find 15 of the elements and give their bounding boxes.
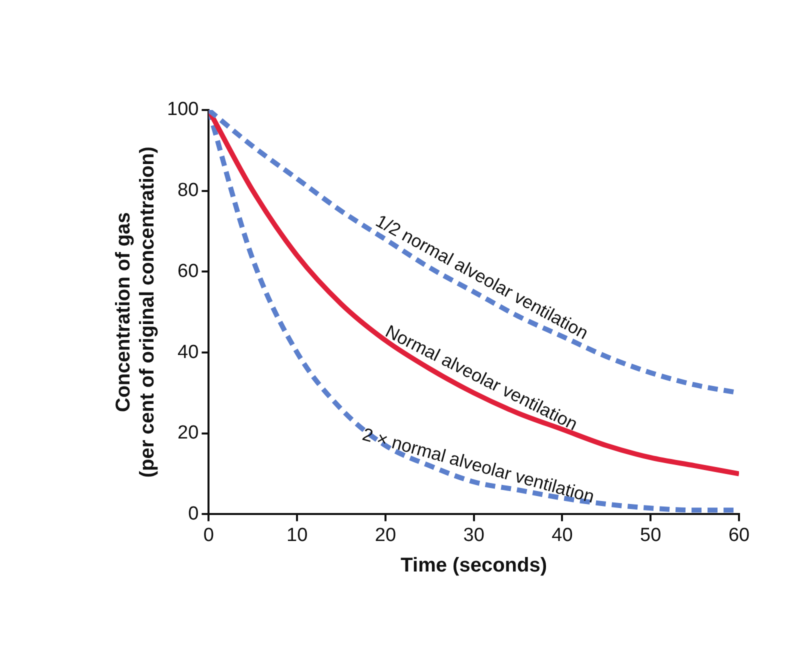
x-tick-label: 30 — [463, 524, 484, 546]
x-tick-label: 50 — [640, 524, 662, 546]
x-tick-label: 60 — [728, 524, 750, 546]
x-axis-title: Time (seconds) — [400, 554, 548, 577]
y-axis-title: Concentration of gas (per cent of original concentration) — [112, 146, 159, 478]
x-tick-label: 10 — [286, 524, 308, 546]
x-tick-label: 0 — [203, 524, 214, 546]
y-tick-label: 0 — [188, 503, 199, 524]
y-tick-label: 60 — [178, 260, 199, 282]
y-tick-label: 20 — [178, 422, 199, 444]
y-tick-label: 80 — [178, 180, 199, 202]
x-tick-label: 40 — [552, 524, 573, 546]
y-tick-label: 100 — [167, 99, 199, 120]
y-tick-label: 40 — [178, 342, 199, 363]
x-tick-label: 20 — [374, 524, 396, 546]
